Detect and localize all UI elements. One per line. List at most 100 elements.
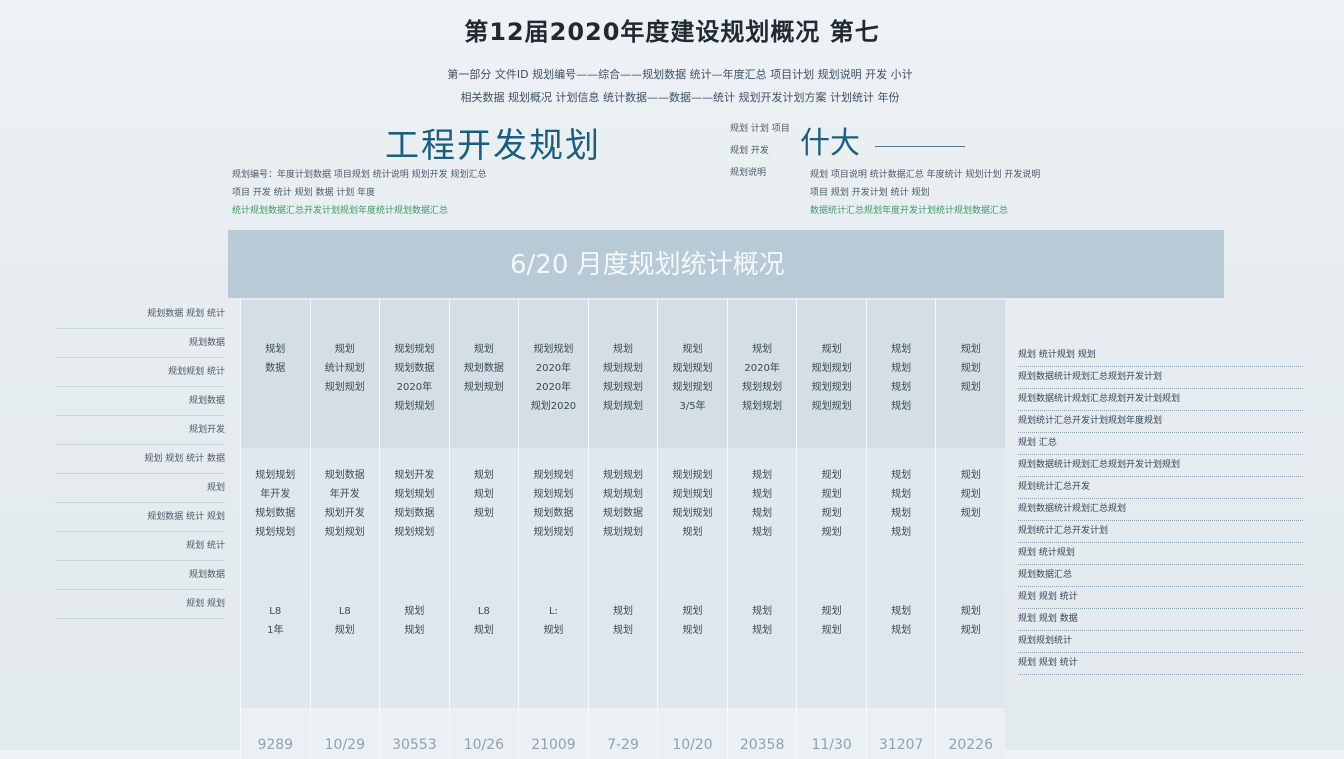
cell-text: 规划 (960, 344, 981, 355)
table-cell: 规划规划 2020年 2020年 规划2020 (519, 300, 588, 448)
left-label: 规划 规划 统计 数据 (55, 445, 225, 474)
note-line: 规划 规划 统计 (1018, 587, 1303, 609)
cell-text: 规划规划 (672, 508, 713, 519)
table-column: 规划 规划 规划 规划 规划 规划 规划 规划 20226 (935, 300, 1005, 759)
cell-text: 规划 (473, 508, 494, 519)
section-band (228, 230, 1224, 298)
note-line: 规划 规划 统计 (1018, 653, 1303, 675)
table-cell: 规划数据 年开发 规划开发 规划规划 (310, 448, 380, 598)
cell-text: 规划 (960, 508, 981, 519)
cell-text: 规划规划 (811, 363, 852, 374)
cell-text: 规划 (960, 625, 981, 636)
left-label: 规划数据 (55, 561, 225, 590)
cell-text: 规划 (891, 470, 912, 481)
cell-text: 规划 (473, 489, 494, 500)
cell-text: 规划规划 (602, 489, 643, 500)
right-notes: 规划 统计规划 规划 规划数据统计规划汇总规划开发计划 规划数据统计规划汇总规划开发… (1018, 345, 1303, 675)
table-column: 规划 规划数据 规划规划 规划 规划 规划 L8 规划 10/26 (448, 300, 519, 759)
table-cell: 规划 规划 (727, 598, 797, 708)
info-line: 统计规划数据汇总开发计划规划年度统计规划数据汇总 (232, 206, 449, 216)
data-table: 规划 数据 规划规划 年开发 规划数据 规划规划 L8 1年 9289 规划 统计规划 规划规划 规划数… (240, 300, 1005, 759)
cell-text: L8 (477, 606, 490, 617)
table-column: 规划 规划规划 规划规划 规划规划 规划 规划 规划 规划 规划 规划 11/30 (796, 300, 866, 759)
cell-text: 规划规划 (672, 382, 713, 393)
info-right-label: 规划说明 (730, 168, 767, 178)
table-cell: 规划统计规划规划规划 (310, 300, 380, 448)
table-column: 规划 2020年 规划规划 规划规划 规划 规划 规划 规划 规划 规划 20358 (726, 300, 797, 759)
table-cell: 规划规划 年开发 规划数据 规划规划 (241, 448, 310, 598)
table-cell: 规划 规划 (866, 598, 936, 708)
cell-text: 规划 (682, 606, 703, 617)
cell-text: 规划规划 (324, 527, 365, 538)
cell-text: 2020年 (396, 382, 433, 393)
table-cell: 规划 规划规划 规划规划 3/5年 (658, 300, 727, 448)
page-title: 第12届2020年度建设规划概况 第七 (464, 18, 880, 46)
left-label: 规划 规划 (55, 590, 225, 619)
cell-text: 规划数据 (255, 508, 296, 519)
cell-text: 规划 (682, 527, 703, 538)
table-cell: 规划规划 规划规划 规划数据 规划规划 (519, 448, 588, 598)
table-column: 规划 规划规划 规划规划 3/5年 规划规划 规划规划 规划规划 规划 规划 规划 10/20 (657, 300, 727, 759)
cell-text: 规划 (473, 344, 494, 355)
cell-text: 规划 (891, 508, 912, 519)
cell-text: 规划规划 (811, 382, 852, 393)
cell-text: 3/5年 (679, 401, 706, 412)
cell-text: 2020年 (535, 382, 572, 393)
note-line: 规划 统计规划 (1018, 543, 1303, 565)
cell-text: 规划 (821, 508, 842, 519)
cell-text: 规划2020 (530, 401, 577, 412)
table-column: 规划规划 规划数据 2020年 规划规划 规划开发 规划规划 规划数据 规划规划 规划 规划 305… (379, 300, 449, 759)
left-label: 规划数据 (55, 329, 225, 358)
table-cell: 规划 规划 规划 规划 (866, 300, 936, 448)
cell-text: 规划 (682, 625, 703, 636)
heading-left: 工程开发规划 (385, 126, 601, 166)
note-line: 规划 汇总 (1018, 433, 1303, 455)
cell-text: 规划 (752, 489, 773, 500)
cell-text: 规划 (334, 344, 355, 355)
table-total: 7-29 (588, 708, 658, 759)
cell-text: 规划规划 (533, 470, 574, 481)
table-cell: 规划 规划 规划 (936, 448, 1005, 598)
note-line: 规划规划统计 (1018, 631, 1303, 653)
cell-text: 规划规划 (602, 527, 643, 538)
cell-text: 规划 (404, 606, 425, 617)
cell-text: 规划 (752, 527, 773, 538)
info-line: 数据统计汇总规划年度开发计划统计规划数据汇总 (810, 206, 1009, 216)
cell-text: 规划规划 (672, 363, 713, 374)
cell-text: 2020年 (744, 363, 780, 374)
left-labels: 规划数据 规划 统计 规划数据 规划规划 统计 规划数据 规划开发 规划 规划 统计 数据… (55, 300, 225, 619)
table-cell: 规划 规划 (936, 598, 1005, 708)
cell-text: 规划规划 (324, 382, 365, 393)
info-right-label: 规划 计划 项目 (730, 124, 790, 134)
cell-text: 规划规划 (394, 489, 435, 500)
table-total: 30553 (380, 708, 449, 759)
left-label: 规划规划 统计 (55, 358, 225, 387)
cell-text: 规划 (612, 344, 633, 355)
cell-text: 统计规划 (324, 363, 365, 374)
cell-text: 1年 (267, 625, 284, 636)
cell-text: 规划 (891, 382, 912, 393)
left-label: 规划数据 (55, 387, 225, 416)
table-cell: 规划 规划数据 规划规划 (449, 300, 519, 448)
info-line: 规划 项目说明 统计数据汇总 年度统计 规划计划 开发说明 (810, 170, 1041, 180)
cell-text: 规划 (891, 363, 912, 374)
cell-text: 规划 (752, 625, 773, 636)
table-column: 规划 规划 规划 规划 规划 规划 规划 规划 规划 规划 31207 (865, 300, 936, 759)
table-cell: L: 规划 (519, 598, 588, 708)
table-cell: 规划规划规划规划规划规划规划 (658, 448, 727, 598)
cell-text: 数据 (265, 363, 286, 374)
cell-text: 规划 (821, 625, 842, 636)
cell-text: 规划规划 (602, 401, 643, 412)
table-cell: 规划 2020年 规划规划 规划规划 (727, 300, 797, 448)
cell-text: L8 (338, 606, 351, 617)
table-total: 31207 (866, 708, 936, 759)
cell-text: 规划规划 (533, 344, 574, 355)
cell-text: 规划数据 (533, 508, 574, 519)
cell-text: 年开发 (260, 489, 291, 500)
heading-right: 什大 (800, 126, 860, 161)
table-cell: 规划开发 规划规划 规划数据 规划规划 (380, 448, 449, 598)
cell-text: 规划 (960, 489, 981, 500)
subtitle-line: 第一部分 文件ID 规划编号——综合——规划数据 统计—年度汇总 项目计划 规划… (447, 68, 913, 81)
table-cell: 规划 规划 规划 (936, 300, 1005, 448)
cell-text: 规划 (473, 625, 494, 636)
